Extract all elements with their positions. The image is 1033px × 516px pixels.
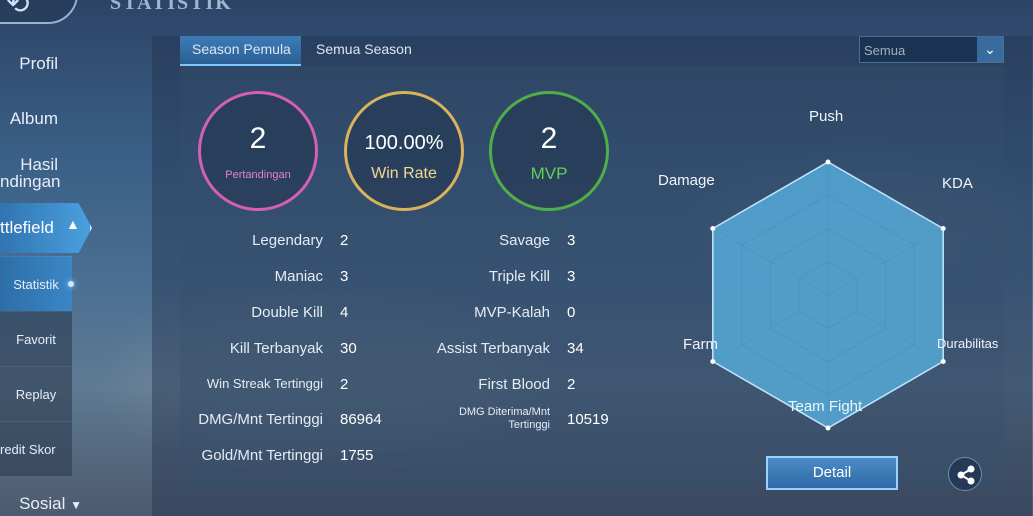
stat-value: 3 (567, 232, 576, 249)
stat-value: 10519 (567, 411, 609, 428)
radar-label-push: Push (809, 108, 844, 125)
sidebar-item-album[interactable]: Album (9, 109, 58, 128)
sidebar: Profil Album Hasil ndingan ttlefield ▲ S… (0, 36, 100, 516)
mvp-label: MVP (530, 164, 568, 183)
back-button[interactable]: ⟲ (0, 0, 78, 24)
select-value: Semua (864, 43, 906, 58)
stat-label: DMG/Mnt Tertinggi (198, 411, 323, 428)
stat-value: 2 (567, 376, 576, 393)
radar-point (940, 226, 946, 231)
stat-value: 2 (340, 376, 349, 393)
stat-label: MVP-Kalah (474, 304, 550, 321)
tab-season-pemula[interactable]: Season Pemula (180, 36, 301, 66)
stat-label: Legendary (252, 232, 323, 249)
stats-panel: Season Pemula Semua Season Semua ⌄ 2 Per… (152, 36, 1032, 516)
radar-label-team-fight: Team Fight (788, 398, 863, 415)
sidebar-subitem-kredit-skor[interactable]: redit Skor (0, 421, 72, 476)
matches-circle: 2 Pertandingan (198, 91, 318, 211)
matches-value: 2 (249, 122, 267, 155)
stat-label: Kill Terbanyak (229, 340, 323, 357)
sidebar-subitem-label: Statistik (13, 277, 59, 292)
sidebar-item-sosial[interactable]: Sosial ▼ (0, 494, 82, 514)
detail-button[interactable]: Detail (766, 456, 898, 490)
radar-point (940, 359, 946, 364)
share-icon (957, 465, 975, 485)
stat-value: 34 (567, 340, 584, 357)
stat-label: Assist Terbanyak (436, 340, 550, 357)
mvp-value: 2 (540, 122, 558, 155)
mvp-circle: 2 MVP (489, 91, 609, 211)
radar-grid-ring (769, 227, 887, 363)
radar-grid-ring (741, 194, 915, 396)
radar-point (710, 359, 716, 364)
stat-value: 2 (340, 232, 349, 249)
tab-semua-season[interactable]: Semua Season (316, 41, 412, 57)
radar-point (825, 425, 831, 431)
radar-point (710, 226, 716, 231)
stat-label: Savage (499, 232, 550, 249)
radar-axis-line (827, 228, 944, 296)
winrate-value: 100.00% (364, 132, 444, 154)
radar-chart (710, 159, 946, 431)
stat-label: Triple Kill (488, 268, 550, 285)
stat-label: Gold/Mnt Tertinggi (201, 447, 323, 464)
top-bar: ⟲ STATISTIK (0, 0, 1033, 28)
back-arrow-icon: ⟲ (6, 0, 30, 19)
stat-value: 30 (340, 340, 357, 357)
radar-axis-line (712, 294, 829, 362)
radar-axis-line (827, 294, 944, 362)
radar-grid-ring (798, 261, 858, 329)
radar-label-damage: Damage (658, 172, 715, 189)
stat-value: 3 (340, 268, 349, 285)
radar-label-farm: Farm (683, 336, 718, 353)
chevron-down-icon: ▼ (70, 498, 82, 512)
stat-label: First Blood (478, 376, 550, 393)
sidebar-subitem-favorit[interactable]: Favorit (0, 311, 72, 366)
radar-point (825, 159, 831, 165)
active-indicator-icon (68, 281, 74, 287)
stat-label: Double Kill (251, 304, 323, 321)
sosial-label: Sosial (19, 494, 66, 513)
stat-label: Win Streak Tertinggi (206, 376, 323, 391)
share-button[interactable] (948, 457, 982, 491)
stats-area: 2 Pertandingan 100.00% Win Rate 2 MVP Le… (180, 66, 1004, 486)
matches-label: Pertandingan (225, 169, 291, 181)
sidebar-item-battlefield[interactable]: ttlefield ▲ (0, 203, 92, 253)
sidebar-subitem-replay[interactable]: Replay (0, 366, 72, 421)
stat-label: DMG Diterima/Mnt Tertinggi (458, 406, 550, 431)
stat-value: 4 (340, 304, 349, 321)
sidebar-item-hasil-pertandingan[interactable]: Hasil ndingan (0, 155, 61, 191)
stat-value: 0 (567, 304, 576, 321)
stat-value: 3 (567, 268, 576, 285)
winrate-label: Win Rate (371, 165, 437, 182)
battlefield-label: ttlefield (0, 218, 54, 237)
radar-label-kda: KDA (942, 175, 973, 192)
stat-value: 1755 (340, 447, 374, 464)
chevron-up-icon: ▲ (66, 216, 80, 232)
page-title: STATISTIK (110, 0, 233, 14)
radar-label-durabilitas: Durabilitas (937, 336, 999, 351)
winrate-circle: 100.00% Win Rate (344, 91, 464, 211)
stat-value: 86964 (340, 411, 382, 428)
sidebar-subitem-statistik[interactable]: Statistik (0, 256, 74, 311)
radar-axis-line (712, 228, 829, 296)
season-filter-select[interactable]: Semua ⌄ (859, 36, 1004, 63)
chevron-down-icon[interactable]: ⌄ (977, 37, 1003, 62)
stat-label: Maniac (274, 268, 323, 285)
sidebar-item-profil[interactable]: Profil (19, 54, 58, 73)
